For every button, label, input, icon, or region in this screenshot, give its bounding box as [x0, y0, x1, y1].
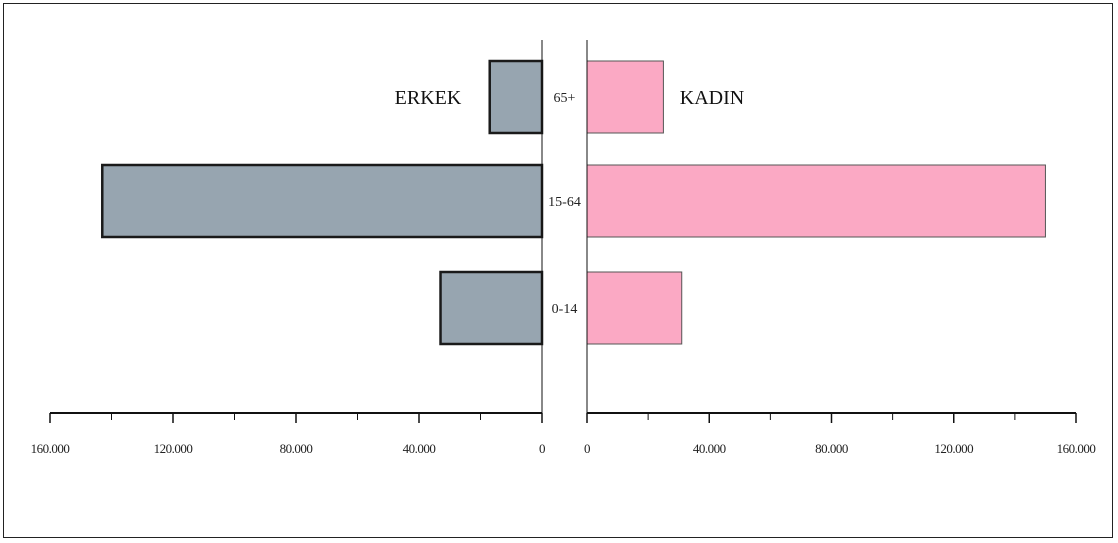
- left-tick-label: 40.000: [403, 441, 436, 456]
- right-tick-label: 160.000: [1057, 441, 1096, 456]
- category-labels-group: 65+ 15-64 0-14: [548, 91, 581, 317]
- bars-group: [101, 59, 1046, 346]
- left-tick-label: 120.000: [154, 441, 193, 456]
- right-tick-label: 40.000: [693, 441, 726, 456]
- category-label-0-14: 0-14: [552, 302, 578, 317]
- bar-erkek-15-64: [101, 163, 544, 239]
- bar-kadin-65+: [586, 60, 664, 134]
- ticks-group: 160.000 120.000 80.000 40.000 0 0 40.000 80.000…: [31, 413, 1096, 456]
- series-label-kadin: KADIN: [680, 87, 744, 109]
- bar-erkek-65+: [488, 59, 544, 135]
- right-tick-label: 80.000: [815, 441, 848, 456]
- bar-kadin-0-14: [586, 271, 683, 345]
- right-tick-label: 0: [584, 441, 590, 456]
- bar-kadin-15-64: [586, 164, 1046, 238]
- category-label-65+: 65+: [554, 91, 576, 106]
- left-tick-label: 0: [539, 441, 545, 456]
- chart-frame: [3, 3, 1113, 538]
- bar-erkek-0-14: [439, 270, 544, 346]
- right-tick-label: 120.000: [934, 441, 973, 456]
- series-label-erkek: ERKEK: [395, 87, 462, 109]
- left-tick-label: 80.000: [280, 441, 313, 456]
- category-label-15-64: 15-64: [548, 195, 581, 210]
- left-tick-label: 160.000: [31, 441, 70, 456]
